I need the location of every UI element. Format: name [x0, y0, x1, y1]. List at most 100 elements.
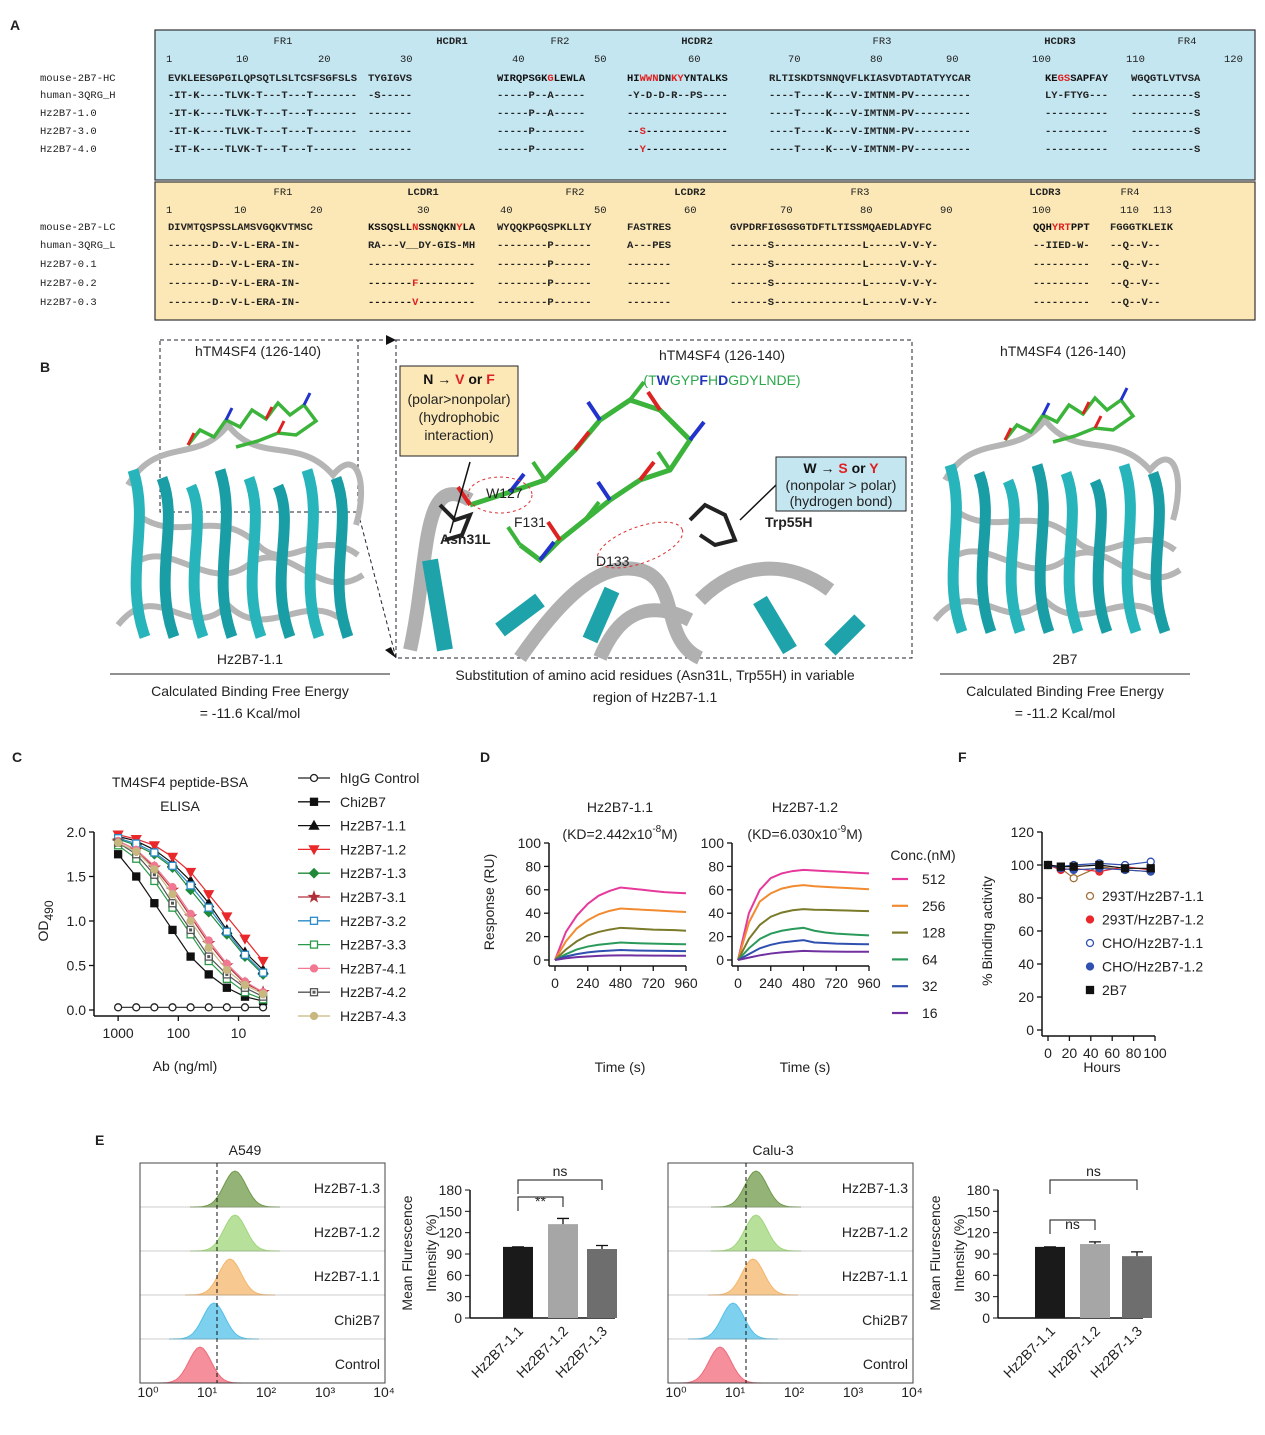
sequence-segment: ----------: [1045, 108, 1108, 120]
bar: [548, 1224, 578, 1318]
position-number: 113: [1153, 205, 1172, 217]
y-tick-label: 20: [525, 929, 541, 945]
row-label: Hz2B7-1.2: [314, 1224, 380, 1240]
series-line: [554, 954, 686, 961]
peptide-backbone: [186, 400, 319, 449]
beta-strand: [582, 586, 620, 644]
sequence-segment-part: Y: [640, 144, 647, 156]
sequence-segment-part: F: [412, 278, 418, 290]
legend-label: 512: [922, 871, 946, 887]
point: [1085, 891, 1095, 901]
error-bar: [1131, 1251, 1143, 1257]
beta-strand: [214, 468, 238, 639]
residue-sticks: [438, 503, 474, 542]
sequence-segment-part: -------------: [646, 126, 728, 138]
peptide-sequence-part: W: [657, 372, 671, 388]
sequence-segment: --------P------: [497, 240, 592, 252]
point-inner: [312, 990, 316, 994]
y-tick-label: 0: [533, 952, 541, 968]
sequence-segment: -IT-K----TLVK-T---T---T-------: [168, 144, 357, 156]
row-label: Hz2B7-1.3: [314, 1180, 380, 1196]
region-label: LCDR1: [407, 187, 439, 199]
flow-axis-label: 10⁰: [137, 1384, 159, 1400]
position-number: 60: [688, 54, 701, 66]
sequence-segment: A---PES: [627, 240, 671, 252]
callout-arrow: [449, 461, 471, 534]
peptide-sticks: [1003, 387, 1136, 444]
sequence-segment: --------P------: [497, 297, 592, 309]
point: [1085, 962, 1095, 971]
x-tick-label: 720: [825, 975, 849, 991]
sequence-segment-part: WIRQPSGK: [497, 73, 548, 85]
sequence-label: Hz2B7-3.0: [40, 126, 97, 138]
sequence-segment: KEGSSAPFAY: [1045, 73, 1109, 85]
flow-axis-label: 10²: [256, 1384, 277, 1400]
zoom-box: [395, 339, 913, 659]
protein-ribbon: [932, 387, 1182, 634]
position-number: 1: [166, 54, 172, 66]
position-number: 70: [788, 54, 801, 66]
row-label: Hz2B7-1.2: [842, 1224, 908, 1240]
sequence-segment: HIWWNDNKYYNTALKS: [627, 73, 728, 85]
point: [222, 1003, 231, 1012]
side-chain: [302, 392, 312, 406]
point: [132, 872, 141, 881]
side-chain: [596, 480, 612, 502]
bar: [1122, 1256, 1152, 1318]
callout-arrow: [739, 484, 777, 521]
row-label: Control: [863, 1356, 908, 1372]
sequence-segment: -------F---------: [368, 278, 475, 290]
x-tick-label: 100: [167, 1025, 191, 1041]
position-number: 90: [946, 54, 959, 66]
x-tick-label: 60: [1104, 1045, 1120, 1061]
side-chain: [531, 460, 547, 482]
sequence-segment-part: V: [412, 297, 419, 309]
sequence-segment: ------S--------------L-----V-V-Y-: [730, 259, 938, 271]
point: [308, 819, 320, 830]
series-line: [737, 949, 869, 961]
sequence-segment: RLTISKDTSNNQVFLKIASVDTADTATYYCAR: [769, 73, 971, 85]
y-tick-label: 60: [974, 1267, 990, 1283]
chart-subtitle-part: -9: [837, 824, 846, 835]
beta-strand: [1118, 463, 1142, 634]
point: [240, 1003, 250, 1012]
y-tick-label: 80: [708, 858, 724, 874]
residue-sticks: [688, 502, 738, 548]
sequence-segment-part: -------: [368, 278, 412, 290]
point: [307, 890, 321, 903]
point: [221, 912, 233, 923]
point-inner: [207, 955, 211, 959]
legend-label: Hz2B7-1.3: [340, 865, 406, 881]
peptide-title: hTM4SF4 (126-140): [1000, 343, 1126, 359]
sequence-segment: ---------: [1033, 278, 1090, 290]
x-axis-label: Hours: [1083, 1059, 1120, 1075]
ribbon-loop: [942, 415, 1181, 521]
peptide-sequence-part: (T: [643, 372, 657, 388]
sequence-segment: --Q--V--: [1110, 259, 1160, 271]
histogram: [155, 1346, 245, 1384]
x-tick-label: 10: [231, 1025, 247, 1041]
residue-label: Asn31L: [440, 531, 491, 547]
point: [308, 867, 320, 879]
zoom-model: [403, 380, 866, 665]
panel-label: A: [10, 17, 20, 33]
x-tick-label: 0: [734, 975, 742, 991]
y-axis-label: Mean Flurescence: [399, 1195, 415, 1310]
point: [150, 848, 159, 857]
position-number: 10: [236, 54, 249, 66]
legend-label: 256: [922, 898, 946, 914]
sequence-segment: -------: [368, 144, 412, 156]
x-tick-label: 100: [1143, 1045, 1167, 1061]
x-tick-label: 1000: [103, 1025, 134, 1041]
y-tick-label: 120: [1011, 824, 1035, 840]
peptide-sequence-part: GYP: [670, 372, 700, 388]
legend-label: Chi2B7: [340, 794, 386, 810]
y-tick-label: 60: [525, 882, 541, 898]
y-tick-label: 120: [967, 1225, 991, 1241]
y-tick-label: 20: [708, 929, 724, 945]
sequence-segment: ----------S: [1131, 90, 1200, 102]
energy-value: = -11.6 Kcal/mol: [200, 705, 301, 721]
flow-axis-label: 10⁴: [901, 1384, 923, 1400]
sequence-segment: LY-FTYG---: [1045, 90, 1108, 102]
zoom-source-box: [159, 339, 359, 513]
